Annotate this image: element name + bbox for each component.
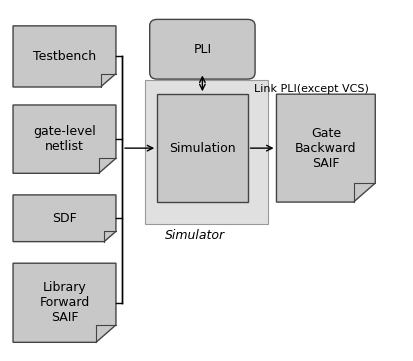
- Polygon shape: [13, 263, 116, 342]
- FancyBboxPatch shape: [145, 80, 268, 224]
- Text: Library
Forward
SAIF: Library Forward SAIF: [39, 281, 90, 324]
- FancyBboxPatch shape: [157, 94, 248, 202]
- Polygon shape: [13, 105, 116, 173]
- Text: Simulation: Simulation: [169, 142, 236, 155]
- Text: Gate
Backward
SAIF: Gate Backward SAIF: [295, 127, 356, 170]
- Polygon shape: [276, 94, 375, 202]
- Text: SDF: SDF: [52, 212, 77, 225]
- Polygon shape: [13, 26, 116, 87]
- FancyBboxPatch shape: [150, 19, 255, 79]
- Text: PLI: PLI: [193, 43, 211, 56]
- Polygon shape: [13, 195, 116, 242]
- Text: gate-level
netlist: gate-level netlist: [33, 125, 96, 153]
- Text: Simulator: Simulator: [165, 229, 225, 242]
- Text: Testbench: Testbench: [33, 50, 96, 63]
- Text: Link PLI(except VCS): Link PLI(except VCS): [254, 84, 369, 94]
